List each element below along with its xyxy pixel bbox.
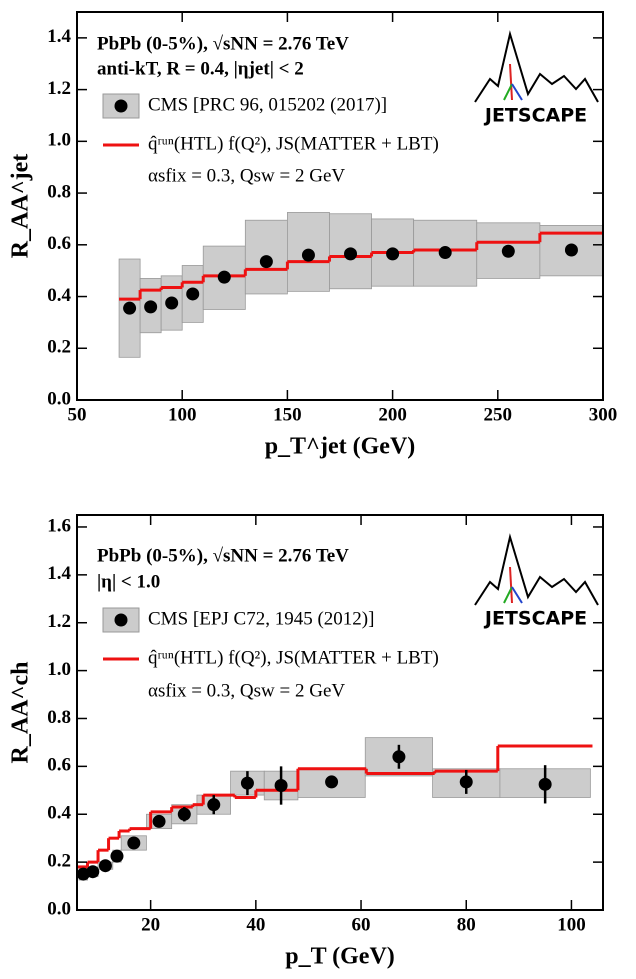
x-tick-label: 250: [484, 404, 513, 425]
logo-blue: [511, 586, 523, 604]
data-point: [344, 247, 358, 261]
y-tick-label: 1.4: [47, 26, 71, 47]
data-point: [438, 246, 452, 260]
parameters: αsfix = 0.3, Qsw = 2 GeV: [148, 165, 345, 186]
annotation: PbPb (0-5%), √sNN = 2.76 TeV: [97, 545, 349, 566]
data-point: [501, 244, 515, 258]
x-tick-label: 50: [68, 404, 87, 425]
x-tick-label: 60: [352, 914, 371, 935]
data-point: [177, 807, 191, 821]
data-point: [274, 779, 288, 793]
data-point: [86, 865, 100, 879]
y-tick-label: 0.8: [47, 707, 71, 728]
data-point: [207, 798, 221, 812]
x-tick-label: 300: [589, 404, 618, 425]
annotation: anti-kT, R = 0.4, |ηjet| < 2: [97, 58, 304, 79]
y-tick-label: 0.2: [47, 337, 71, 358]
panel: CMS [PRC 96, 015202 (2017)] q̂ʳᵘⁿ(HTL) f(…: [8, 11, 618, 460]
legend-label: q̂ʳᵘⁿ(HTL) f(Q²), JS(MATTER + LBT): [148, 647, 439, 668]
data-point: [386, 247, 400, 261]
logo-red: [509, 566, 513, 604]
x-axis-label: p_T (GeV): [285, 944, 395, 970]
sys-band: [286, 212, 330, 292]
annotation: |η| < 1.0: [97, 571, 160, 592]
y-axis-label: R_AA^jet: [8, 154, 34, 259]
logo-green: [503, 586, 513, 604]
data-point: [152, 814, 166, 828]
data-point: [325, 775, 339, 789]
x-tick-label: 80: [457, 914, 476, 935]
x-tick-label: 20: [141, 914, 160, 935]
legend-point: [114, 613, 128, 627]
annotation: PbPb (0-5%), √sNN = 2.76 TeV: [97, 33, 349, 54]
data-point: [123, 301, 137, 315]
y-tick-label: 0.6: [47, 755, 71, 776]
data-point: [144, 300, 158, 314]
data-point: [564, 243, 578, 257]
y-tick-label: 1.4: [47, 563, 71, 584]
x-axis-label: p_T^jet (GeV): [265, 434, 416, 460]
x-tick-label: 200: [378, 404, 407, 425]
y-tick-label: 0.0: [47, 388, 71, 409]
x-tick-label: 40: [246, 914, 265, 935]
y-tick-label: 1.6: [47, 515, 71, 536]
plot-frame: [76, 11, 604, 401]
y-tick-label: 0.8: [47, 181, 71, 202]
data-point: [127, 836, 141, 850]
logo-green: [503, 83, 513, 101]
data-point: [538, 777, 552, 791]
x-tick-label: 150: [273, 404, 302, 425]
x-tick-label: 100: [168, 404, 197, 425]
y-tick-label: 0.4: [47, 803, 71, 824]
sys-band: [364, 737, 433, 777]
logo-red: [509, 63, 513, 101]
y-tick-label: 1.0: [47, 659, 71, 680]
logo-mountain: [474, 30, 599, 103]
panel: CMS [EPJ C72, 1945 (2012)] q̂ʳᵘⁿ(HTL) f(Q…: [8, 514, 604, 970]
y-tick-label: 0.0: [47, 898, 71, 919]
y-tick-label: 0.2: [47, 850, 71, 871]
logo-text: JETSCAPE: [483, 105, 587, 127]
data-point: [392, 750, 406, 764]
y-axis-label: R_AA^ch: [8, 662, 34, 764]
y-tick-label: 0.4: [47, 285, 71, 306]
y-tick-label: 0.6: [47, 233, 71, 254]
logo-blue: [511, 83, 523, 101]
logo-text: JETSCAPE: [483, 608, 587, 630]
y-tick-label: 1.0: [47, 130, 71, 151]
parameters: αsfix = 0.3, Qsw = 2 GeV: [148, 680, 345, 701]
data-point: [98, 859, 112, 873]
plot-frame: [76, 514, 604, 911]
x-tick-label: 100: [557, 914, 586, 935]
logo-mountain: [474, 533, 599, 606]
data-point: [165, 296, 179, 310]
data-point: [301, 248, 315, 262]
data-point: [217, 270, 231, 284]
data-point: [259, 255, 273, 269]
data-point: [240, 776, 254, 790]
legend-label: q̂ʳᵘⁿ(HTL) f(Q²), JS(MATTER + LBT): [148, 133, 439, 154]
legend-label: CMS [PRC 96, 015202 (2017)]: [148, 94, 387, 115]
y-tick-label: 1.2: [47, 611, 71, 632]
data-point: [459, 775, 473, 789]
data-point: [186, 287, 200, 301]
legend-point: [114, 99, 128, 113]
data-point: [110, 849, 124, 863]
y-tick-label: 1.2: [47, 78, 71, 99]
legend-label: CMS [EPJ C72, 1945 (2012)]: [148, 608, 374, 629]
